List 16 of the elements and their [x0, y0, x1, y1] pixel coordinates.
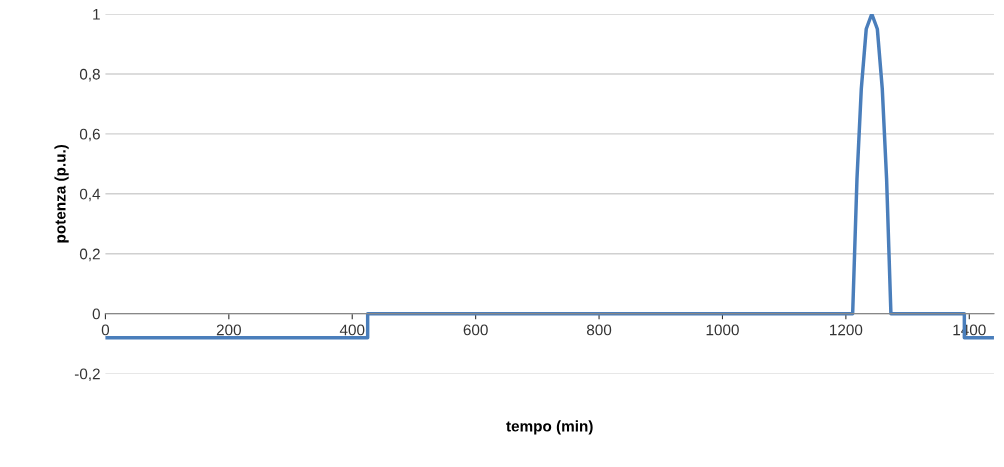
x-tick-label: 800 — [586, 324, 612, 336]
y-axis-title: potenza (p.u.) — [54, 144, 69, 243]
x-tick-label: 600 — [463, 324, 488, 336]
y-tick-label: 0,2 — [79, 248, 100, 262]
y-tick-label: 0 — [92, 308, 100, 320]
y-tick-label: -0,2 — [74, 368, 100, 382]
x-axis-title: tempo (min) — [506, 420, 593, 435]
x-tick-label: 400 — [339, 324, 365, 336]
y-tick-label: 1 — [93, 9, 100, 20]
y-tick-label: 0,8 — [79, 68, 100, 82]
x-tick-label: 1000 — [706, 324, 739, 336]
y-tick-label: 0,4 — [79, 188, 101, 202]
x-tick-label: 0 — [101, 324, 110, 336]
x-tick-label: 1200 — [830, 324, 863, 336]
y-tick-label: 0,6 — [79, 128, 100, 142]
x-tick-label: 200 — [216, 324, 241, 336]
